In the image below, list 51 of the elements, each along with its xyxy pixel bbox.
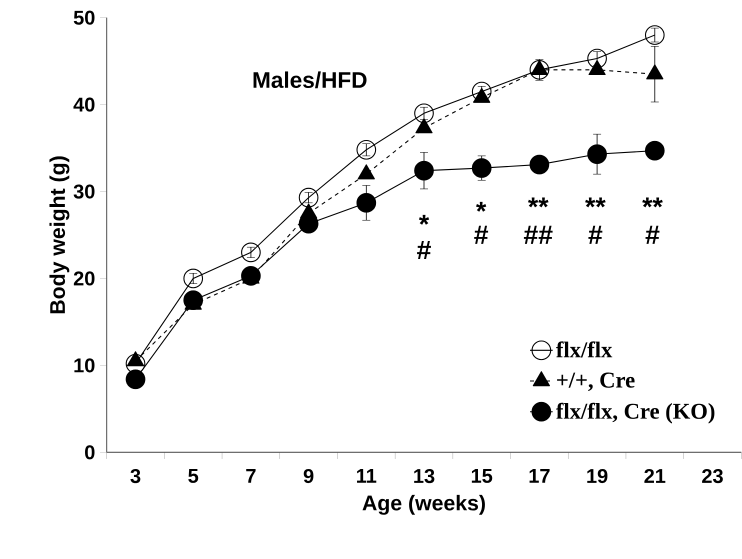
x-tick-label: 13 [414,468,434,484]
annotation: # [588,226,602,244]
y-axis-title: Body weight (g) [49,156,70,314]
point [530,154,550,174]
y-tick-label: 40 [73,98,94,112]
point [644,140,665,161]
annotation: ** [585,197,606,208]
x-tick-label: 23 [702,468,723,484]
y-tick-label: 20 [74,271,94,286]
annotation: # [646,226,660,244]
point [126,369,146,390]
point [183,268,204,288]
annotation: # [474,226,488,244]
annotation: Males/HFD [254,71,367,88]
point [587,48,607,68]
annotation: # [417,240,431,260]
x-tick-label: 15 [472,468,492,483]
point [183,290,204,310]
annotation: * [476,202,486,212]
point [644,25,665,45]
x-tick-label: 11 [357,468,376,483]
x-tick-label: 21 [644,468,666,483]
point [472,158,492,178]
x-tick-label: 17 [530,468,550,483]
y-tick-label: 30 [74,184,94,199]
y-tick-label: 0 [85,445,94,460]
point [414,103,434,124]
legend-label: flx/flx, Cre (KO) [556,402,714,424]
y-tick-label: 50 [74,10,94,25]
x-tick-label: 3 [130,468,140,484]
point [530,60,550,80]
point [298,188,318,208]
x-tick-label: 9 [304,468,314,484]
x-axis-title: Age (weeks) [362,494,485,515]
annotation: * [418,214,430,225]
annotation: ** [528,197,549,208]
y-tick-label: 10 [74,358,94,372]
x-tick-label: 19 [587,468,608,484]
point [414,160,434,181]
point [126,354,146,374]
point [241,242,261,262]
annotation: ** [642,197,663,208]
legend-label: flx/flx [556,341,612,358]
point [356,193,376,213]
point [241,266,261,286]
point [356,140,376,160]
point [587,144,607,164]
annotation: ## [524,226,553,244]
x-tick-label: 5 [188,468,198,483]
legend-label: +/+, Cre [557,372,635,392]
x-tick-label: 7 [246,468,256,483]
